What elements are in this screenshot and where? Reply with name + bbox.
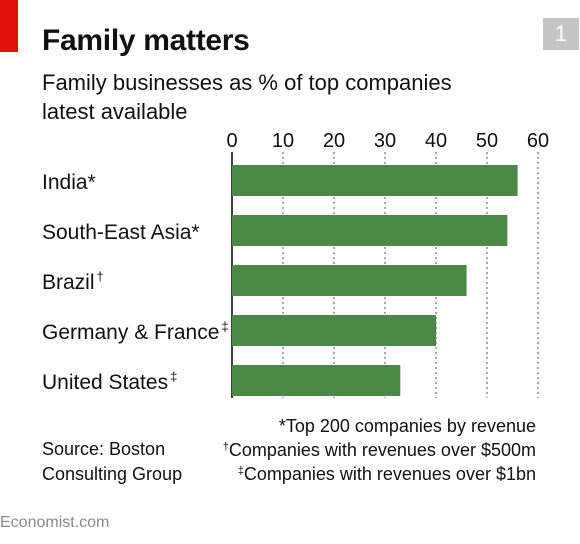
- footnote-3: ‡Companies with revenues over $1bn: [223, 462, 536, 486]
- bar: [232, 165, 518, 196]
- bar: [232, 365, 401, 396]
- x-tick-label: 10: [272, 130, 294, 152]
- footnote-2-text: Companies with revenues over $500m: [228, 440, 536, 460]
- category-label: South-East Asia*: [42, 221, 200, 244]
- footnotes: *Top 200 companies by revenue †Companies…: [223, 414, 536, 486]
- chart-number-badge: 1: [543, 18, 579, 50]
- footnote-3-mark: ‡: [237, 465, 244, 477]
- source-note: Source: Boston Consulting Group: [42, 437, 182, 487]
- x-tick-label: 50: [476, 130, 498, 152]
- bar: [232, 215, 508, 246]
- bars: [232, 165, 518, 396]
- footnote-1-text: Top 200 companies by revenue: [285, 416, 536, 436]
- footnote-1: *Top 200 companies by revenue: [223, 414, 536, 438]
- bar: [232, 315, 436, 346]
- chart-subtitle: Family businesses as % of top companies …: [42, 68, 452, 126]
- category-labels: India* South-East Asia* Brazil † Germany & F…: [42, 171, 229, 394]
- x-tick-label: 60: [527, 130, 549, 152]
- footnote-3-text: Companies with revenues over $1bn: [243, 464, 536, 484]
- footnote-1-mark: *: [278, 416, 286, 436]
- footnote-2-mark: †: [222, 441, 229, 453]
- footnote-2: †Companies with revenues over $500m: [223, 438, 536, 462]
- brand-logo-text: Economist.com: [0, 514, 110, 531]
- category-label: United States ‡: [42, 369, 177, 394]
- source-line-1: Source: Boston: [42, 439, 166, 459]
- bar: [232, 265, 467, 296]
- subtitle-line-2: latest available: [42, 99, 188, 124]
- category-label: Brazil †: [42, 269, 104, 294]
- category-label: Germany & France ‡: [42, 319, 229, 344]
- source-line-2: Consulting Group: [42, 464, 183, 484]
- x-tick-label: 30: [374, 130, 396, 152]
- category-label: India*: [42, 171, 96, 194]
- chart-title: Family matters: [42, 24, 250, 57]
- x-tick-label: 40: [425, 130, 447, 152]
- x-tick-label: 20: [323, 130, 345, 152]
- brand-red-tag: [0, 0, 18, 52]
- subtitle-line-1: Family businesses as % of top companies: [42, 70, 452, 95]
- x-tick-label: 0: [226, 130, 237, 152]
